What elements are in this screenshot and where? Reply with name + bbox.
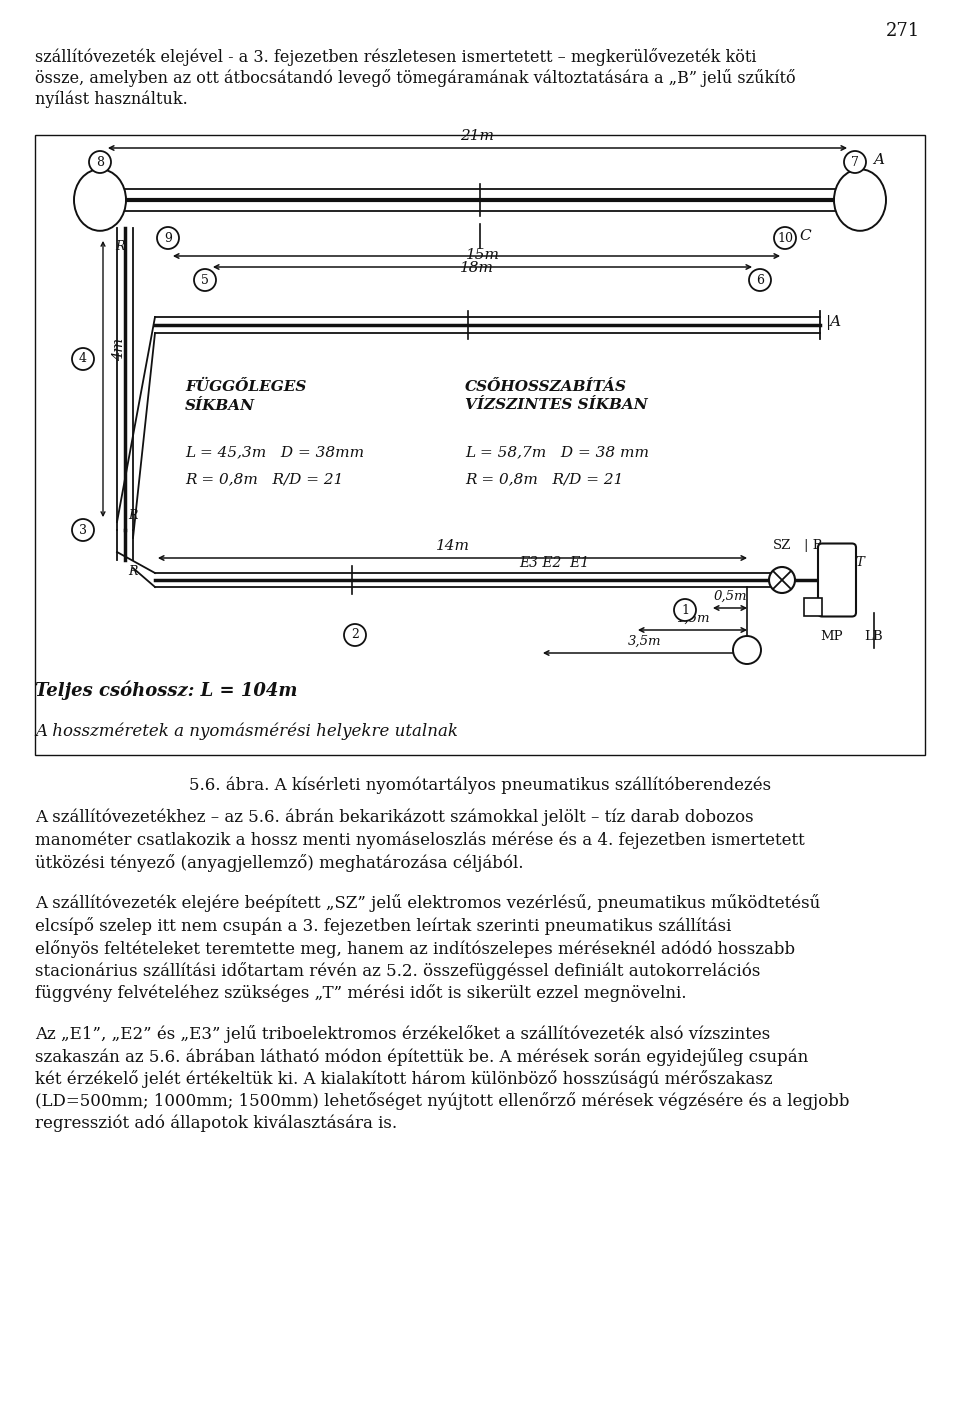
- Text: 2: 2: [351, 629, 359, 642]
- Text: elcsípő szelep itt nem csupán a 3. fejezetben leírtak szerinti pneumatikus száll: elcsípő szelep itt nem csupán a 3. fejez…: [35, 917, 732, 935]
- Text: szakaszán az 5.6. ábrában látható módon építettük be. A mérések során egyidejűle: szakaszán az 5.6. ábrában látható módon …: [35, 1047, 808, 1066]
- Text: A szállítóvezetékhez – az 5.6. ábrán bekarikázott számokkal jelölt – tíz darab d: A szállítóvezetékhez – az 5.6. ábrán bek…: [35, 809, 754, 827]
- Text: 7: 7: [852, 156, 859, 168]
- Text: CSŐHOSSZABÍTÁS
VÍZSZINTES SÍKBAN: CSŐHOSSZABÍTÁS VÍZSZINTES SÍKBAN: [465, 380, 648, 413]
- Circle shape: [89, 152, 111, 173]
- Ellipse shape: [74, 170, 126, 230]
- Text: össze, amelyben az ott átbocsátandó levegő tömegáramának változtatására a „B” je: össze, amelyben az ott átbocsátandó leve…: [35, 69, 796, 87]
- Circle shape: [844, 152, 866, 173]
- Text: R = 0,8m   R/D = 21: R = 0,8m R/D = 21: [465, 472, 623, 486]
- Text: 6: 6: [756, 274, 764, 286]
- Text: MP: MP: [821, 630, 843, 643]
- Text: függvény felvételéhez szükséges „T” mérési időt is sikerült ezzel megnövelni.: függvény felvételéhez szükséges „T” méré…: [35, 984, 686, 1002]
- Circle shape: [344, 623, 366, 646]
- Text: 8: 8: [96, 156, 104, 168]
- Text: 5: 5: [201, 274, 209, 286]
- Text: 4: 4: [79, 352, 87, 365]
- Text: szállítóvezeték elejével - a 3. fejezetben részletesen ismertetett – megkerülőve: szállítóvezeték elejével - a 3. fejezetb…: [35, 48, 756, 66]
- Text: Az „E1”, „E2” és „E3” jelű triboelektromos érzékelőket a szállítóvezeték alsó ví: Az „E1”, „E2” és „E3” jelű triboelektrom…: [35, 1025, 770, 1043]
- Text: SZ: SZ: [773, 539, 791, 552]
- Text: 3: 3: [79, 524, 87, 536]
- Text: L = 58,7m   D = 38 mm: L = 58,7m D = 38 mm: [465, 445, 649, 459]
- Text: R = 0,8m   R/D = 21: R = 0,8m R/D = 21: [185, 472, 344, 486]
- Circle shape: [769, 567, 795, 592]
- Text: 271: 271: [886, 22, 920, 39]
- Circle shape: [733, 636, 761, 664]
- Text: A hosszméretek a nyomásmérési helyekre utalnak: A hosszméretek a nyomásmérési helyekre u…: [35, 722, 458, 740]
- Text: 18m: 18m: [460, 261, 493, 275]
- Text: R: R: [128, 510, 137, 522]
- Text: két érzékelő jelét értékeltük ki. A kialakított három különböző hosszúságú mérős: két érzékelő jelét értékeltük ki. A kial…: [35, 1070, 773, 1088]
- Circle shape: [774, 227, 796, 249]
- Text: regressziót adó állapotok kiválasztására is.: regressziót adó állapotok kiválasztására…: [35, 1115, 397, 1133]
- Text: P+: P+: [738, 643, 756, 657]
- Text: L = 45,3m   D = 38mm: L = 45,3m D = 38mm: [185, 445, 364, 459]
- Text: A szállítóvezeték elejére beépített „SZ” jelű elektromos vezérlésű, pneumatikus : A szállítóvezeték elejére beépített „SZ”…: [35, 894, 820, 913]
- Text: 9: 9: [164, 232, 172, 244]
- Text: 10: 10: [777, 232, 793, 244]
- Text: R: R: [115, 240, 125, 253]
- Text: manométer csatlakozik a hossz menti nyomáseloszlás mérése és a 4. fejezetben ism: manométer csatlakozik a hossz menti nyom…: [35, 831, 804, 849]
- Text: 4m: 4m: [112, 337, 126, 361]
- Text: |A: |A: [825, 316, 841, 330]
- Text: T: T: [855, 556, 864, 569]
- Circle shape: [157, 227, 179, 249]
- Circle shape: [674, 600, 696, 621]
- Text: 1: 1: [681, 604, 689, 616]
- Bar: [35, 135, 925, 755]
- Text: 21m: 21m: [461, 129, 494, 143]
- Text: stacionárius szállítási időtartam révén az 5.2. összefüggéssel definiált autokor: stacionárius szállítási időtartam révén …: [35, 962, 760, 980]
- Text: E3 E2  E1: E3 E2 E1: [519, 556, 589, 570]
- Circle shape: [194, 270, 216, 291]
- Text: A: A: [873, 153, 884, 167]
- FancyBboxPatch shape: [818, 543, 856, 616]
- Text: (LD=500mm; 1000mm; 1500mm) lehetőséget nyújtott ellenőrző mérések végzésére és a: (LD=500mm; 1000mm; 1500mm) lehetőséget n…: [35, 1092, 850, 1111]
- Text: Teljes csóhossz: L = 104m: Teljes csóhossz: L = 104m: [35, 680, 298, 699]
- Bar: [804, 598, 822, 616]
- Circle shape: [72, 519, 94, 541]
- Circle shape: [749, 270, 771, 291]
- Text: 5.6. ábra. A kísérleti nyomótartályos pneumatikus szállítóberendezés: 5.6. ábra. A kísérleti nyomótartályos pn…: [189, 776, 771, 795]
- Text: 14m: 14m: [436, 539, 469, 553]
- Text: | B: | B: [804, 539, 823, 552]
- Text: 0,5m: 0,5m: [713, 590, 747, 602]
- Text: ütközési tényező (anyagjellemző) meghatározása céljából.: ütközési tényező (anyagjellemző) meghatá…: [35, 854, 523, 872]
- Text: R: R: [128, 564, 137, 578]
- Text: nyílást használtuk.: nyílást használtuk.: [35, 90, 188, 108]
- Circle shape: [72, 348, 94, 371]
- Ellipse shape: [834, 170, 886, 230]
- Text: 1,5m: 1,5m: [676, 612, 709, 625]
- Text: C: C: [799, 229, 810, 243]
- Text: 3,5m: 3,5m: [628, 635, 661, 649]
- Text: FÜGGŐLEGES
SÍKBAN: FÜGGŐLEGES SÍKBAN: [185, 380, 306, 413]
- Text: LB: LB: [865, 630, 883, 643]
- Text: előnyös feltételeket teremtette meg, hanem az indítószelepes méréseknél adódó ho: előnyös feltételeket teremtette meg, han…: [35, 939, 795, 958]
- Text: 15m: 15m: [466, 249, 499, 263]
